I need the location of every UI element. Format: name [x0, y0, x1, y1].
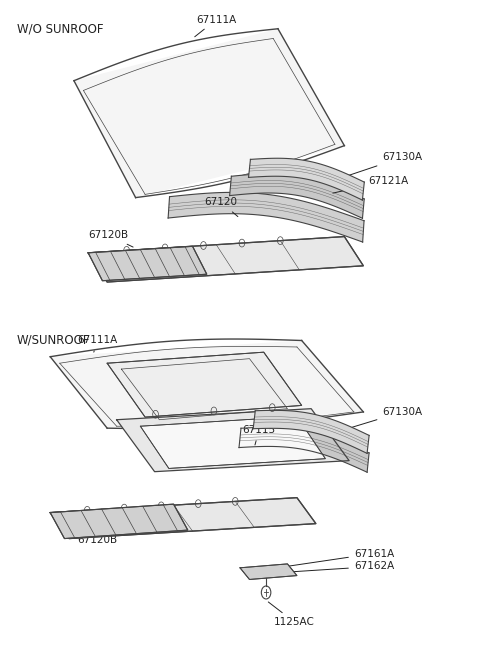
Text: 67120: 67120	[204, 197, 238, 217]
Polygon shape	[88, 246, 207, 281]
Polygon shape	[168, 193, 364, 242]
Polygon shape	[229, 174, 364, 218]
Text: 67130A: 67130A	[347, 153, 422, 176]
Polygon shape	[140, 417, 325, 468]
Polygon shape	[88, 236, 363, 282]
Text: 67111A: 67111A	[78, 335, 118, 352]
Polygon shape	[249, 159, 364, 200]
Text: 67120B: 67120B	[78, 520, 118, 546]
Polygon shape	[107, 352, 301, 417]
Polygon shape	[50, 504, 188, 538]
Text: W/O SUNROOF: W/O SUNROOF	[17, 22, 104, 35]
Text: 67115: 67115	[242, 425, 276, 445]
Text: 1125AC: 1125AC	[268, 602, 315, 627]
Polygon shape	[74, 29, 344, 198]
Text: 67162A: 67162A	[276, 561, 394, 573]
Polygon shape	[240, 564, 297, 580]
Text: 67121A: 67121A	[333, 176, 408, 193]
Polygon shape	[50, 498, 316, 538]
Text: 67161A: 67161A	[271, 548, 394, 569]
Text: W/SUNROOF: W/SUNROOF	[17, 334, 91, 347]
Polygon shape	[239, 427, 369, 472]
Text: 67111A: 67111A	[195, 14, 237, 37]
Polygon shape	[50, 341, 363, 428]
Polygon shape	[117, 409, 349, 472]
Text: 67120B: 67120B	[88, 231, 133, 247]
Polygon shape	[253, 411, 369, 453]
Text: 67130A: 67130A	[352, 407, 422, 427]
